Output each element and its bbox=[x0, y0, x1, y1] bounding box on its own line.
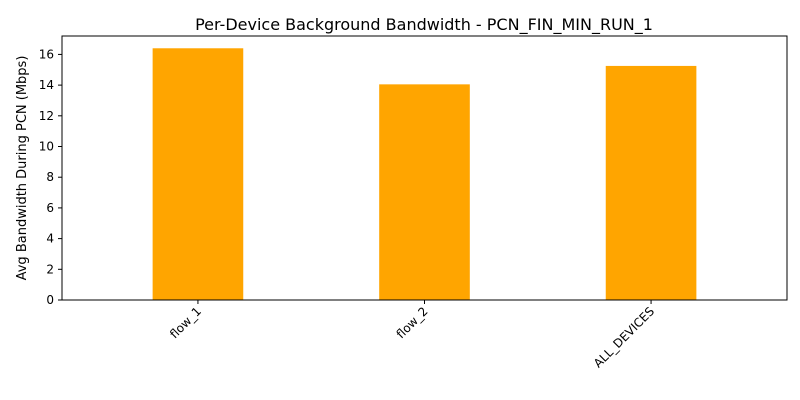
y-axis-ticks: 0 2 4 6 8 10 12 14 16 bbox=[39, 47, 62, 307]
chart-title: Per-Device Background Bandwidth - PCN_FI… bbox=[195, 15, 653, 35]
bar-flow-1 bbox=[152, 48, 244, 300]
x-tick-label: ALL_DEVICES bbox=[591, 304, 657, 370]
x-tick-label: flow_2 bbox=[394, 304, 431, 341]
y-tick-label: 6 bbox=[46, 201, 54, 215]
y-tick-label: 4 bbox=[46, 232, 54, 246]
y-tick-label: 12 bbox=[39, 109, 54, 123]
bars-layer bbox=[152, 48, 697, 300]
x-axis-ticks: flow_1 flow_2 ALL_DEVICES bbox=[167, 300, 657, 371]
y-tick-label: 14 bbox=[39, 78, 54, 92]
plot-frame bbox=[61, 35, 788, 301]
bar-all-devices bbox=[605, 65, 697, 300]
y-axis-label: Avg Bandwidth During PCN (Mbps) bbox=[15, 56, 30, 281]
y-tick-label: 10 bbox=[39, 140, 54, 154]
y-tick-label: 8 bbox=[46, 170, 54, 184]
bar-flow-2 bbox=[379, 84, 470, 300]
y-tick-label: 16 bbox=[39, 47, 54, 61]
x-tick-label: flow_1 bbox=[167, 304, 204, 341]
y-tick-label: 0 bbox=[46, 293, 54, 307]
y-tick-label: 2 bbox=[46, 262, 54, 276]
